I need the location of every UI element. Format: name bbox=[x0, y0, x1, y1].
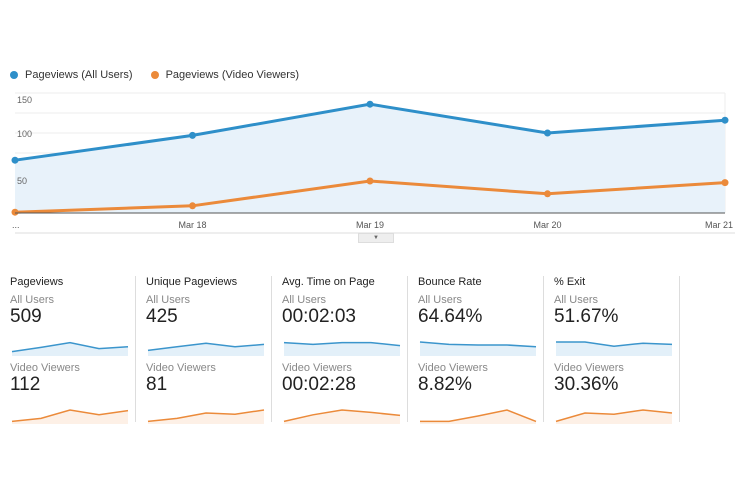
sparkline-all-users bbox=[147, 342, 265, 356]
segment-label: All Users bbox=[418, 294, 463, 306]
legend-label: Pageviews (Video Viewers) bbox=[165, 69, 300, 81]
sparkline-fill bbox=[148, 343, 264, 356]
sparkline-fill bbox=[420, 410, 536, 424]
sparkline-video-viewers bbox=[11, 409, 129, 424]
metric-value-video-viewers: 00:02:28 bbox=[282, 374, 356, 395]
metric-value-all-users: 51.67% bbox=[554, 306, 619, 327]
data-point[interactable] bbox=[11, 208, 19, 216]
sparkline-line bbox=[556, 341, 673, 347]
segment-label: All Users bbox=[554, 294, 599, 306]
segment-label: All Users bbox=[10, 294, 55, 306]
sparkline-line bbox=[420, 409, 537, 423]
sparkline-line bbox=[11, 341, 129, 353]
metric-card[interactable]: Bounce Rate All Users 64.64% Video Viewe… bbox=[418, 276, 544, 424]
metric-value-all-users: 425 bbox=[146, 306, 178, 327]
data-point[interactable] bbox=[544, 190, 551, 198]
legend-label: Pageviews (All Users) bbox=[25, 69, 133, 81]
sparkline-line bbox=[147, 409, 265, 423]
metric-card[interactable]: Avg. Time on Page All Users 00:02:03 Vid… bbox=[282, 276, 408, 424]
sparkline-all-users bbox=[11, 341, 129, 356]
sparkline-video-viewers bbox=[420, 409, 537, 424]
pageviews-line-chart: 150 100 50 ... Mar 18 Mar 19 Mar 20 Mar 21 bbox=[11, 92, 735, 234]
metric-title: Unique Pageviews bbox=[146, 276, 238, 288]
sparkline-all-users bbox=[419, 341, 537, 356]
data-point[interactable] bbox=[721, 179, 729, 187]
sparkline-fill bbox=[284, 342, 400, 356]
metric-value-video-viewers: 112 bbox=[10, 374, 41, 395]
metric-value-video-viewers: 30.36% bbox=[554, 374, 619, 395]
x-tick-label: Mar 21 bbox=[705, 220, 733, 230]
series-dot-icon bbox=[150, 71, 159, 79]
metric-title: Avg. Time on Page bbox=[282, 276, 375, 288]
data-point[interactable] bbox=[544, 129, 551, 137]
metric-card[interactable]: Unique Pageviews All Users 425 Video Vie… bbox=[146, 276, 272, 424]
metric-title: Bounce Rate bbox=[418, 276, 482, 288]
sparkline-fill bbox=[284, 410, 400, 424]
chart-resize-handle[interactable]: ▼ bbox=[358, 233, 394, 243]
segment-label: All Users bbox=[146, 294, 191, 306]
x-tick-label: ... bbox=[12, 220, 20, 230]
x-tick-label: Mar 18 bbox=[178, 220, 206, 230]
sparkline-line bbox=[283, 341, 401, 347]
metric-card[interactable]: Pageviews All Users 509 Video Viewers 11… bbox=[10, 276, 136, 424]
sparkline-fill bbox=[556, 342, 672, 356]
y-tick-label: 50 bbox=[17, 176, 27, 186]
sparkline-all-users bbox=[283, 341, 401, 356]
data-point[interactable] bbox=[11, 156, 19, 164]
segment-label: Video Viewers bbox=[146, 362, 216, 374]
sparkline-video-viewers bbox=[283, 409, 401, 424]
sparkline-line bbox=[283, 409, 401, 423]
metric-value-all-users: 00:02:03 bbox=[282, 306, 356, 327]
segment-label: Video Viewers bbox=[418, 362, 488, 374]
metric-title: Pageviews bbox=[10, 276, 64, 288]
sparkline-line bbox=[419, 341, 537, 348]
data-point[interactable] bbox=[189, 202, 196, 210]
metric-value-video-viewers: 8.82% bbox=[418, 374, 472, 395]
metric-value-video-viewers: 81 bbox=[146, 374, 168, 395]
legend-item-all-users[interactable]: Pageviews (All Users) bbox=[10, 69, 133, 81]
metric-value-all-users: 509 bbox=[10, 306, 42, 327]
legend-item-video-viewers[interactable]: Pageviews (Video Viewers) bbox=[150, 69, 300, 81]
chart-legend: Pageviews (All Users) Pageviews (Video V… bbox=[10, 69, 299, 81]
sparkline-video-viewers bbox=[147, 409, 265, 424]
metric-card[interactable]: % Exit All Users 51.67% Video Viewers 30… bbox=[554, 276, 680, 424]
segment-label: Video Viewers bbox=[10, 362, 80, 374]
segment-label: All Users bbox=[282, 294, 327, 306]
x-tick-label: Mar 20 bbox=[533, 220, 561, 230]
y-tick-label: 150 bbox=[17, 95, 32, 105]
metric-title: % Exit bbox=[554, 276, 586, 288]
data-point[interactable] bbox=[366, 100, 374, 108]
sparkline-line bbox=[11, 409, 129, 423]
data-point[interactable] bbox=[721, 116, 729, 124]
sparkline-line bbox=[147, 342, 265, 352]
sparkline-fill bbox=[12, 342, 128, 356]
x-tick-label: Mar 19 bbox=[356, 220, 384, 230]
sparkline-line bbox=[555, 409, 673, 423]
sparkline-fill bbox=[12, 410, 128, 424]
metric-scorecards: Pageviews All Users 509 Video Viewers 11… bbox=[10, 276, 690, 424]
sparkline-fill bbox=[148, 410, 264, 424]
sparkline-all-users bbox=[556, 341, 673, 356]
data-point[interactable] bbox=[189, 131, 196, 139]
area-fill-all-users bbox=[15, 104, 725, 213]
sparkline-video-viewers bbox=[555, 409, 673, 424]
segment-label: Video Viewers bbox=[554, 362, 624, 374]
series-dot-icon bbox=[10, 71, 18, 79]
metric-value-all-users: 64.64% bbox=[418, 306, 483, 327]
data-point[interactable] bbox=[366, 177, 374, 185]
y-tick-label: 100 bbox=[17, 129, 32, 139]
segment-label: Video Viewers bbox=[282, 362, 352, 374]
